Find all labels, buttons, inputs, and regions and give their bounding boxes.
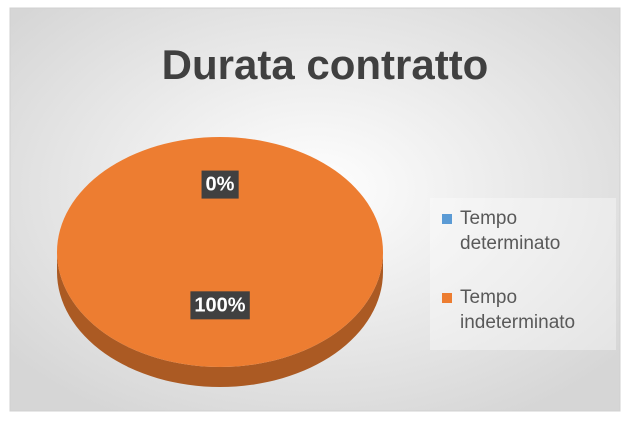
legend: Tempo determinato Tempo indeterminato: [430, 198, 616, 350]
data-label-box: [201, 170, 239, 199]
legend-swatch: [442, 214, 452, 224]
legend-label: Tempo determinato: [460, 208, 561, 254]
data-label: 100%: [194, 294, 245, 316]
pie: 0% 100%: [57, 137, 383, 387]
legend-label: Tempo indeterminato: [460, 287, 576, 333]
data-label-box: [190, 291, 250, 320]
legend-swatch: [442, 293, 452, 303]
pie-slice-side: [57, 252, 383, 387]
pie-slice: [57, 137, 383, 367]
data-label: 0%: [206, 174, 235, 196]
chart-title: Durata contratto: [162, 41, 489, 88]
